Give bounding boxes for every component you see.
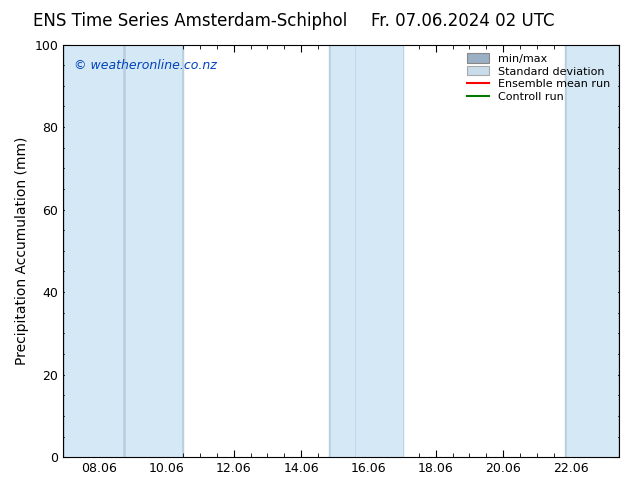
Bar (126, 45, 181, 457)
Bar (63, 45, 124, 457)
Bar (331, 45, 354, 457)
Bar (124, 45, 183, 457)
Legend: min/max, Standard deviation, Ensemble mean run, Controll run: min/max, Standard deviation, Ensemble me… (463, 50, 614, 105)
Text: Fr. 07.06.2024 02 UTC: Fr. 07.06.2024 02 UTC (371, 12, 555, 30)
Y-axis label: Precipitation Accumulation (mm): Precipitation Accumulation (mm) (15, 137, 29, 365)
Bar (356, 45, 402, 457)
Bar (567, 45, 618, 457)
Text: © weatheronline.co.nz: © weatheronline.co.nz (74, 59, 217, 72)
Text: ENS Time Series Amsterdam-Schiphol: ENS Time Series Amsterdam-Schiphol (33, 12, 347, 30)
Bar (565, 45, 619, 457)
Bar (65, 45, 122, 457)
Bar (329, 45, 354, 457)
Bar (354, 45, 403, 457)
